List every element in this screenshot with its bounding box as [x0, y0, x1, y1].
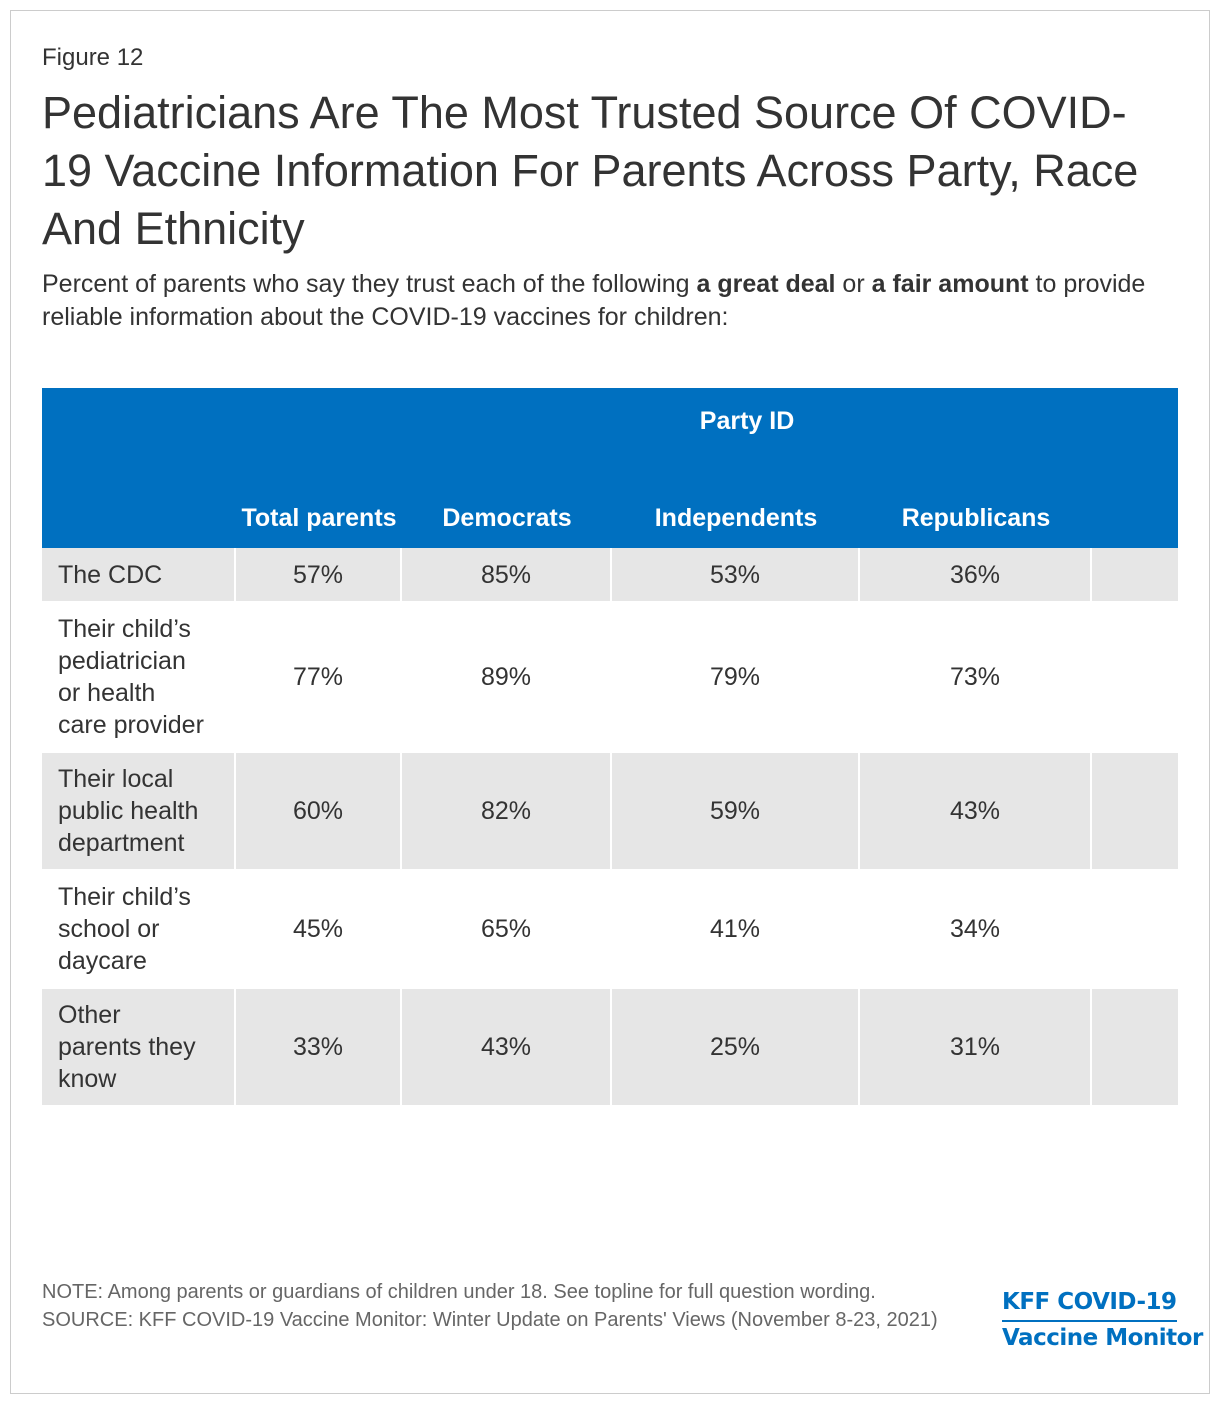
row-label: Their child’s school or daycare [42, 871, 236, 989]
cell: 33% [236, 989, 402, 1107]
header-cell [42, 454, 236, 548]
title: Pediatricians Are The Most Trusted Sourc… [42, 87, 1139, 254]
row-label: Their child’s pediatrician or health car… [42, 603, 236, 753]
header-cell [42, 388, 236, 454]
cell: 53% [612, 548, 860, 603]
row-label: Other parents they know [42, 989, 236, 1107]
figure-label: Figure 12 [42, 44, 144, 71]
group-row: Party ID [42, 388, 1178, 454]
cell: 44% [1092, 871, 1178, 989]
table-head: Party ID Total parents Democrats Independen… [42, 388, 1178, 548]
cell: 60% [236, 753, 402, 871]
cell: 36% [860, 548, 1093, 603]
cell: 61% [1092, 753, 1178, 871]
logo-line: Vaccine Monitor [1002, 1325, 1203, 1351]
cell: 45% [236, 871, 402, 989]
column-header: Total parents [236, 454, 402, 548]
row-label: Their local public health department [42, 753, 236, 871]
table: Party ID Total parents Democrats Independen… [42, 388, 1178, 1107]
notes: NOTE: Among parents or guardians of chil… [42, 1278, 972, 1334]
note: NOTE: Among parents or guardians of chil… [42, 1281, 876, 1303]
cell: 79% [612, 603, 860, 753]
cell: 73% [860, 603, 1093, 753]
subtitle-part: a fair amount [871, 270, 1029, 298]
cell: 82% [402, 753, 612, 871]
cell: 59% [1092, 548, 1178, 603]
cell: 89% [402, 603, 612, 753]
cell: 34% [860, 871, 1093, 989]
column-header: Republicans [860, 454, 1093, 548]
logo: KFF COVID-19 Vaccine Monitor [1002, 1286, 1203, 1354]
frame [10, 10, 1210, 1394]
subtitle-part: or [835, 270, 872, 298]
table-row: Their local public health department 60% 8… [42, 753, 1178, 871]
header-cell [1092, 388, 1178, 454]
logo-line: KFF COVID-19 [1002, 1286, 1177, 1322]
row-label: The CDC [42, 548, 236, 603]
table-row: Their child’s pediatrician or health car… [42, 603, 1178, 753]
cell: 37% [1092, 989, 1178, 1107]
cell: 31% [860, 989, 1093, 1107]
cell: 65% [402, 871, 612, 989]
group-header: Party ID [402, 388, 1093, 454]
cell: 43% [860, 753, 1093, 871]
cell: 43% [402, 989, 612, 1107]
table-wrap: Party ID Total parents Democrats Independen… [42, 388, 1178, 1107]
cell: 57% [236, 548, 402, 603]
table-row: Their child’s school or daycare 45% 65% 41%… [42, 871, 1178, 989]
column-header: Independents [612, 454, 860, 548]
source: SOURCE: KFF COVID-19 Vaccine Monitor: Wi… [42, 1309, 938, 1331]
column-row: Total parents Democrats Independents Republ… [42, 454, 1178, 548]
cell: 41% [612, 871, 860, 989]
subtitle-part: a great deal [696, 270, 836, 298]
cell: 74% [1092, 603, 1178, 753]
cell: 59% [612, 753, 860, 871]
subtitle-part: to provide reliable information about th… [42, 270, 1146, 331]
cell: 77% [236, 603, 402, 753]
header-cell [236, 388, 402, 454]
column-header: Democrats [402, 454, 612, 548]
column-header: Black [1092, 454, 1178, 548]
cell: 25% [612, 989, 860, 1107]
subtitle: Percent of parents who say they trust ea… [42, 268, 1182, 334]
cell: 85% [402, 548, 612, 603]
subtitle-part: Percent of parents who say they trust ea… [42, 270, 697, 298]
